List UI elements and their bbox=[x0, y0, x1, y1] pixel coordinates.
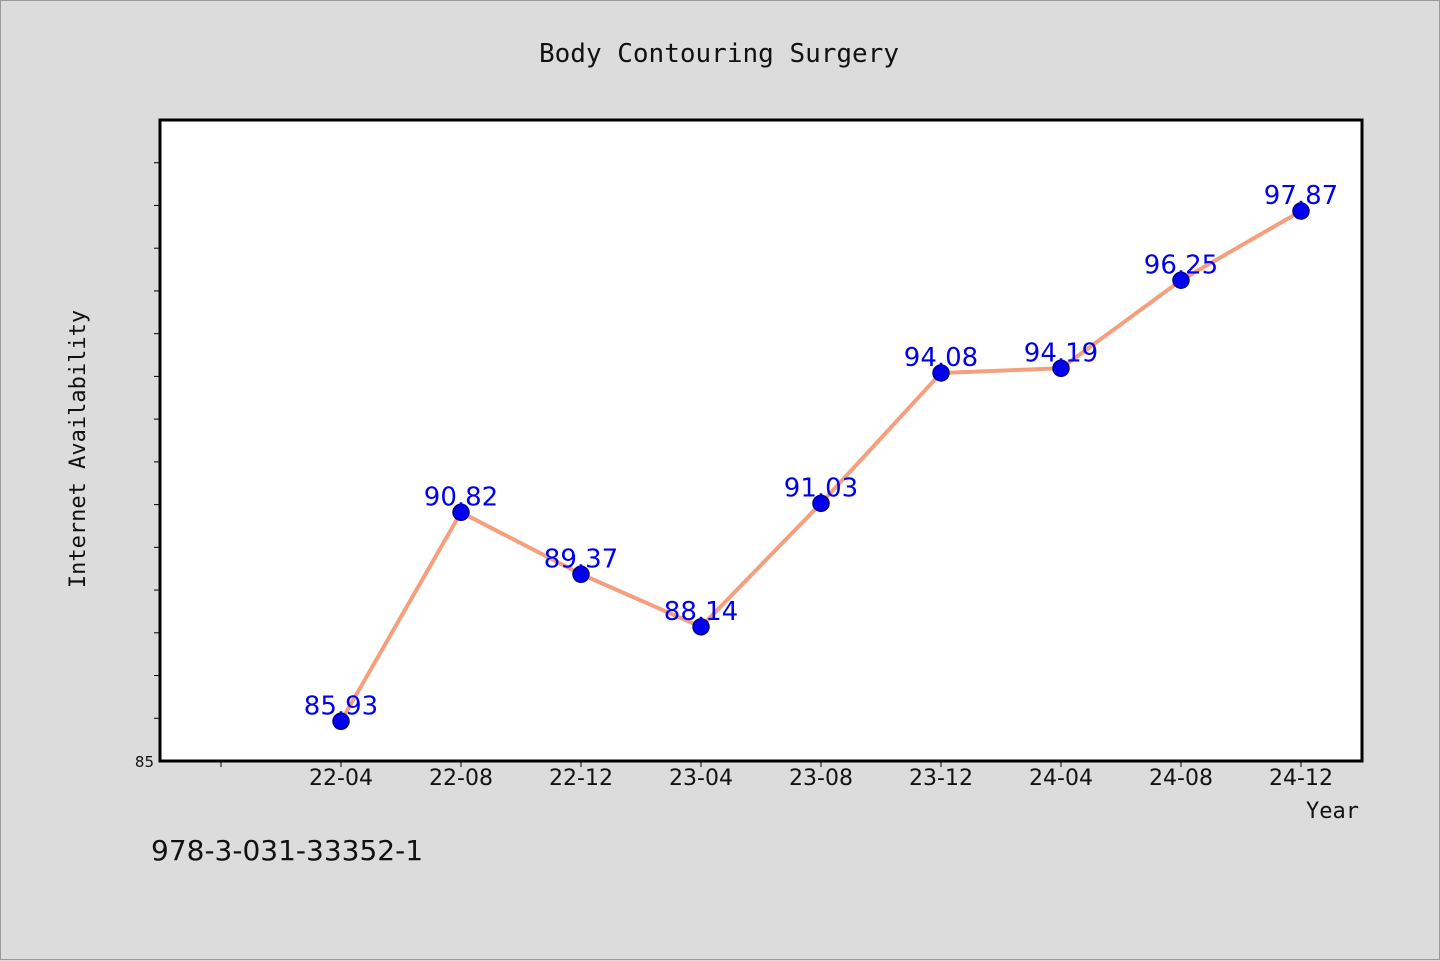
data-point bbox=[1292, 202, 1310, 220]
data-point bbox=[1052, 359, 1070, 378]
data-label: 85.93 bbox=[304, 691, 378, 721]
x-axis-label: Year bbox=[1306, 799, 1359, 824]
data-point bbox=[932, 364, 950, 382]
x-tick-label: 22-04 bbox=[309, 766, 373, 791]
x-tick-label: 22-12 bbox=[549, 766, 613, 791]
x-tick-label: 22-08 bbox=[429, 766, 493, 791]
isbn-footer: 978-3-031-33352-1 bbox=[151, 834, 424, 867]
data-point bbox=[1172, 271, 1190, 289]
x-tick-label: 24-08 bbox=[1149, 766, 1213, 791]
x-tick-label: 24-12 bbox=[1269, 766, 1333, 791]
data-label: 89.37 bbox=[544, 544, 618, 574]
y-axis-ticks: 85 bbox=[135, 162, 160, 771]
data-label: 88.14 bbox=[664, 597, 738, 627]
x-axis-ticks: 22-04 22-08 22-12 23-04 23-08 23-12 24-04 24-08… bbox=[220, 761, 1333, 791]
data-point bbox=[812, 494, 830, 513]
plot-area bbox=[158, 118, 1364, 763]
x-tick-label: 23-08 bbox=[789, 766, 853, 791]
data-label: 91.03 bbox=[784, 473, 858, 503]
series-layer: 85.93 90.82 89.37 88.14 91.03 94.08 94.19 96.25… bbox=[304, 181, 1338, 731]
data-label: 96.25 bbox=[1144, 250, 1218, 280]
x-tick-label: 23-04 bbox=[669, 766, 733, 791]
y-axis-label: Internet Availability bbox=[66, 310, 91, 588]
data-point bbox=[572, 565, 590, 584]
data-label: 94.19 bbox=[1024, 338, 1098, 368]
y-tick-label: 85 bbox=[135, 753, 154, 771]
data-point bbox=[692, 618, 710, 636]
data-point bbox=[452, 503, 470, 522]
chart-title: Body Contouring Surgery bbox=[539, 39, 899, 69]
data-point bbox=[332, 712, 350, 731]
x-tick-label: 23-12 bbox=[909, 766, 973, 791]
x-tick-label: 24-04 bbox=[1029, 766, 1093, 791]
data-label: 97.87 bbox=[1264, 181, 1338, 211]
data-label: 94.08 bbox=[904, 343, 978, 373]
data-label: 90.82 bbox=[424, 482, 498, 512]
